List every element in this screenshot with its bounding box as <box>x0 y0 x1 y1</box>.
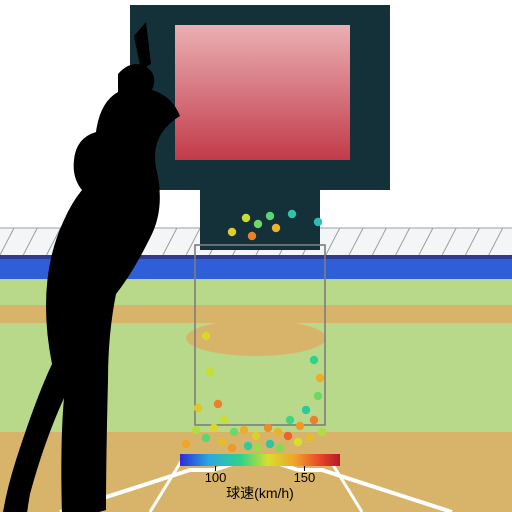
pitch-marker <box>310 416 318 424</box>
pitch-marker <box>192 426 200 434</box>
pitch-location-chart: { "canvas": {"width":512,"height":512,"b… <box>0 0 512 512</box>
pitch-marker <box>228 444 236 452</box>
pitch-marker <box>266 440 274 448</box>
pitch-marker <box>266 212 274 220</box>
pitch-marker <box>274 428 282 436</box>
pitch-marker <box>218 438 226 446</box>
colorbar-tick-label: 100 <box>205 470 227 485</box>
pitch-marker <box>318 428 326 436</box>
pitch-marker <box>314 392 322 400</box>
pitch-marker <box>294 438 302 446</box>
pitch-marker <box>284 432 292 440</box>
pitch-marker <box>244 442 252 450</box>
colorbar-tick-label: 150 <box>294 470 316 485</box>
pitch-marker <box>242 214 250 222</box>
pitch-marker <box>288 210 296 218</box>
pitch-marker <box>316 374 324 382</box>
pitch-marker <box>254 444 262 452</box>
pitch-marker <box>254 220 262 228</box>
pitch-marker <box>296 422 304 430</box>
pitch-marker <box>214 400 222 408</box>
pitch-marker <box>202 434 210 442</box>
pitch-marker <box>182 440 190 448</box>
scoreboard-screen <box>175 25 350 160</box>
pitch-marker <box>264 424 272 432</box>
pitch-marker <box>202 332 210 340</box>
pitch-marker <box>240 426 248 434</box>
colorbar-title: 球速(km/h) <box>226 485 294 501</box>
pitch-marker <box>306 434 314 442</box>
pitch-marker <box>314 218 322 226</box>
pitch-marker <box>248 232 256 240</box>
pitch-marker <box>276 444 284 452</box>
pitch-marker <box>302 406 310 414</box>
pitch-marker <box>286 416 294 424</box>
pitch-marker <box>272 224 280 232</box>
scoreboard-stem <box>200 190 320 250</box>
pitch-marker <box>228 228 236 236</box>
pitch-marker <box>194 404 202 412</box>
pitch-marker <box>210 424 218 432</box>
chart-svg: 100 150球速(km/h) <box>0 0 512 512</box>
pitch-marker <box>252 432 260 440</box>
pitch-marker <box>310 356 318 364</box>
pitch-marker <box>230 428 238 436</box>
pitch-marker <box>206 368 214 376</box>
pitch-marker <box>220 416 228 424</box>
colorbar <box>180 454 340 466</box>
